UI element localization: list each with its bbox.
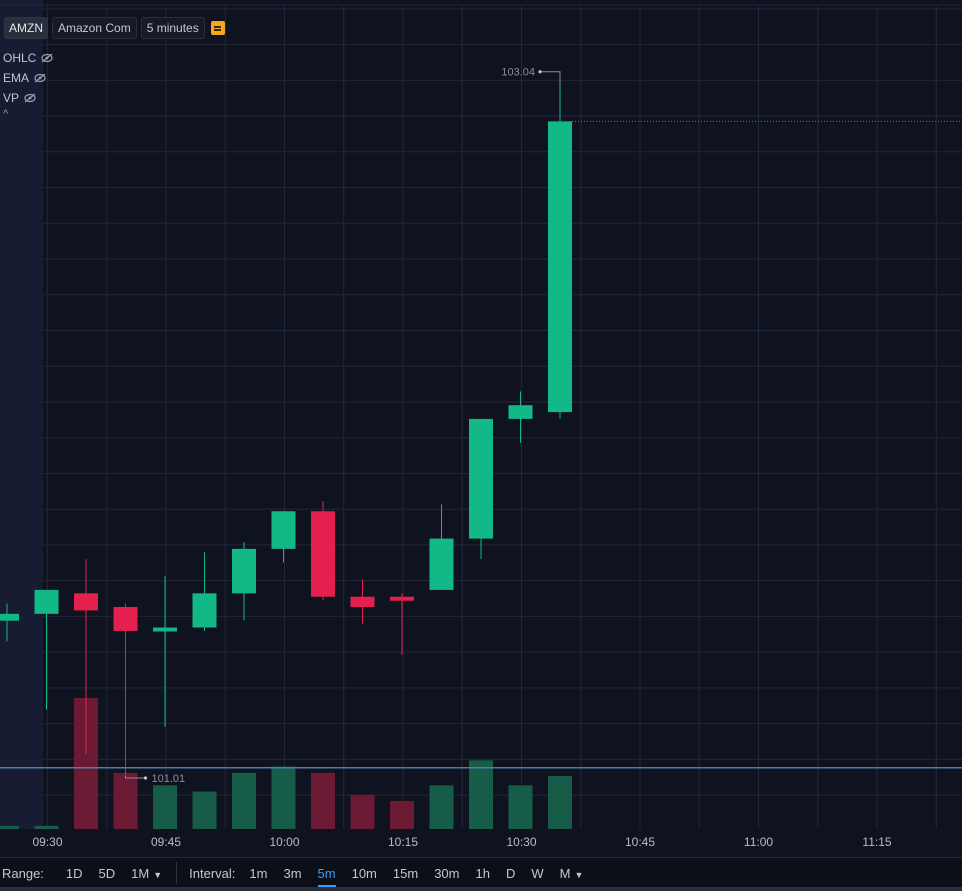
range-1d[interactable]: 1D [65, 865, 83, 881]
candlestick-chart[interactable]: 103.04 101.01 09:30 09:45 10:00 10:15 10:30 10:… [0, 0, 962, 857]
candle [271, 511, 296, 563]
symbol-legend: AMZN Amazon Com 5 minutes [4, 17, 225, 39]
candle-body [153, 627, 177, 632]
symbol-chip[interactable]: AMZN [4, 17, 48, 39]
candle [469, 418, 493, 560]
x-tick-label: 11:00 [744, 835, 773, 849]
volume-bar [232, 772, 256, 829]
indicator-ohlc[interactable]: OHLC [3, 48, 53, 68]
volume-bar [508, 785, 533, 829]
interval-10m[interactable]: 10m [351, 865, 377, 881]
x-tick-label: 10:00 [269, 835, 299, 849]
interval-30m[interactable]: 30m [434, 865, 460, 881]
candle [429, 504, 454, 590]
range-1m[interactable]: 1M ▼ [131, 866, 162, 881]
bottom-strip [0, 887, 962, 891]
candle [390, 593, 414, 655]
volume-bar [113, 772, 138, 829]
indicator-list: OHLC EMA VP [3, 48, 53, 108]
toolbar-divider [176, 862, 178, 884]
volume-bar [469, 760, 493, 829]
high-marker-leader [540, 71, 561, 84]
candle-body [548, 121, 572, 413]
indicator-label: VP [3, 91, 20, 105]
candle-body [192, 593, 217, 628]
candle [508, 391, 533, 443]
candle [113, 603, 138, 778]
volume-bar [0, 825, 19, 829]
volume-bar [271, 766, 296, 829]
candle [311, 500, 335, 601]
volume-bar [34, 825, 59, 829]
interval-chip: 5 minutes [140, 17, 205, 39]
x-tick-label: 10:30 [506, 835, 536, 849]
range-1m-label: 1M [131, 865, 150, 881]
candle-body [311, 511, 335, 597]
volume-bar [311, 772, 335, 829]
candle [232, 542, 256, 621]
candle-body [469, 418, 493, 539]
interval-1m[interactable]: 1m [249, 865, 268, 881]
candle-body [508, 405, 533, 419]
interval-w[interactable]: W [531, 865, 544, 881]
company-name: Amazon Com [52, 17, 137, 39]
x-tick-label: 09:30 [32, 835, 62, 849]
low-marker-label: 101.01 [152, 773, 186, 785]
candle [548, 83, 572, 419]
candle-body [34, 589, 59, 614]
menu-flag-icon[interactable] [210, 21, 225, 35]
candle-body [113, 607, 138, 631]
interval-5m[interactable]: 5m [317, 865, 336, 887]
indicator-vp[interactable]: VP [3, 88, 53, 108]
candle-body [350, 596, 375, 607]
x-tick-label: 11:15 [862, 835, 891, 849]
caret-down-icon: ▼ [574, 869, 584, 880]
volume-bar [350, 794, 375, 829]
premarket-shade [0, 0, 43, 829]
interval-m-label: M [559, 865, 571, 881]
candle [192, 552, 217, 631]
candle-body [390, 596, 414, 601]
volume-bar [548, 775, 572, 829]
low-marker-dot [143, 776, 148, 780]
eye-off-icon[interactable] [24, 93, 36, 103]
candle-body [271, 511, 296, 549]
interval-label: Interval: [189, 865, 236, 881]
candle [153, 576, 177, 727]
bottom-toolbar: Range: 1D 5D 1M ▼ Interval: 1m 3m 5m 10m … [0, 857, 962, 888]
eye-off-icon[interactable] [34, 73, 46, 83]
interval-m[interactable]: M ▼ [560, 866, 584, 881]
candle [0, 603, 19, 642]
range-5d[interactable]: 5D [98, 865, 116, 881]
x-tick-label: 10:15 [388, 835, 418, 849]
candle-body [429, 538, 454, 590]
candle [74, 559, 98, 755]
volume-bar [153, 785, 177, 829]
x-tick-label: 10:45 [625, 835, 655, 849]
caret-down-icon: ▼ [153, 869, 163, 880]
interval-3m[interactable]: 3m [283, 865, 302, 881]
indicator-ema[interactable]: EMA [3, 68, 53, 88]
indicator-label: OHLC [3, 51, 37, 65]
high-marker-label: 103.04 [501, 67, 535, 79]
indicator-label: EMA [3, 71, 30, 85]
candle [350, 579, 375, 625]
interval-1h[interactable]: 1h [475, 865, 490, 881]
candle-body [74, 593, 98, 611]
eye-off-icon[interactable] [41, 53, 53, 63]
interval-d[interactable]: D [505, 865, 516, 881]
low-marker-leader [125, 776, 146, 779]
high-marker-dot [538, 70, 542, 74]
candle-body [232, 548, 256, 594]
volume-bar [390, 800, 414, 829]
volume-bar [429, 785, 454, 829]
volume-bar [192, 791, 217, 829]
range-label: Range: [2, 865, 44, 881]
x-tick-label: 09:45 [151, 835, 181, 849]
candle-body [0, 613, 19, 621]
candle [34, 589, 59, 710]
collapse-indicators-button[interactable]: ^ [3, 108, 9, 120]
interval-15m[interactable]: 15m [392, 865, 419, 881]
